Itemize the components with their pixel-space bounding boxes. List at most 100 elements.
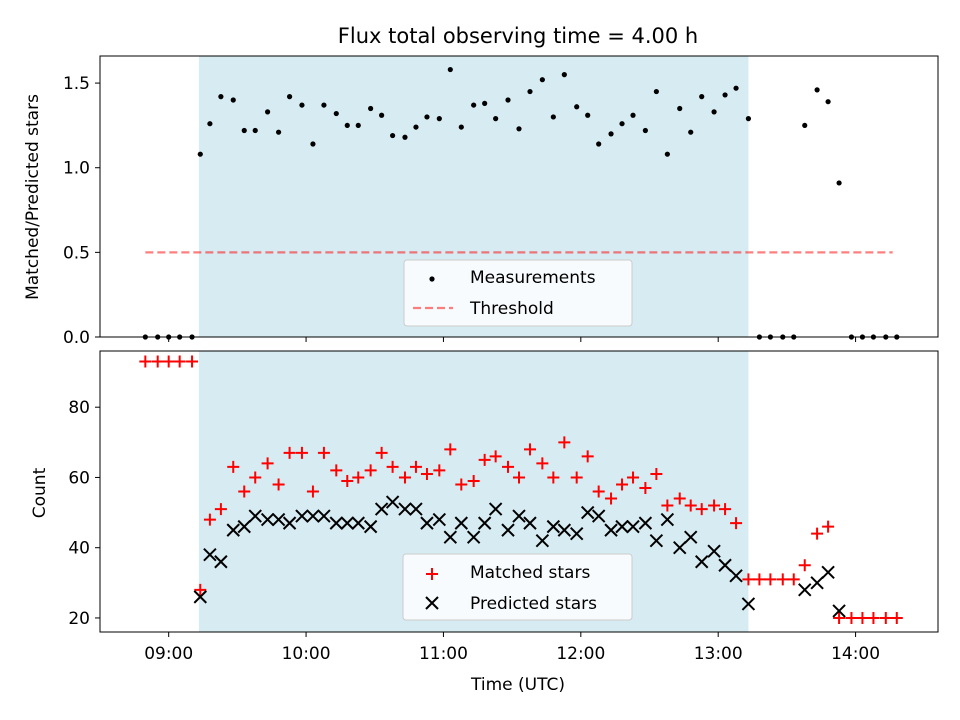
predicted-star-point: [832, 604, 846, 618]
predicted-star-point: [409, 502, 423, 516]
matched-star-point: [708, 499, 721, 512]
measurement-point: [664, 151, 670, 157]
measurement-point: [286, 94, 293, 100]
measurement-point: [574, 104, 580, 110]
predicted-star-point: [512, 509, 526, 523]
matched-star-point: [787, 573, 800, 586]
matched-star-point: [420, 467, 433, 480]
predicted-star-point: [282, 516, 297, 530]
matched-star-point: [605, 492, 618, 505]
predicted-star-point: [432, 512, 447, 527]
predicted-star-point: [363, 519, 378, 534]
measurements-points: [142, 66, 900, 340]
predicted-star-point: [374, 502, 389, 516]
predicted-star-point: [351, 516, 365, 530]
measurement-point: [596, 141, 602, 147]
predicted-star-point: [604, 523, 618, 537]
matched-star-point: [341, 474, 354, 487]
predicted-star-point: [477, 516, 492, 530]
measurement-point: [677, 105, 683, 112]
predicted-star-point: [615, 519, 629, 534]
y-tick-label: 1.5: [63, 74, 90, 94]
measurement-point: [699, 94, 705, 100]
matched-star-point: [867, 611, 880, 624]
matched-star-point: [661, 499, 674, 512]
matched-star-point: [467, 474, 480, 487]
matched-star-point: [798, 559, 811, 572]
measurement-point: [321, 102, 327, 108]
matched-star-point: [330, 464, 343, 477]
predicted-star-point: [466, 530, 481, 544]
matched-star-point: [581, 450, 594, 463]
predicted-star-point: [649, 533, 664, 548]
top-legend: Measurements Threshold: [403, 259, 633, 327]
measurement-point: [275, 129, 282, 135]
predicted-star-point: [718, 558, 732, 572]
top-panel: Flux total observing time = 4.00 h 0.00.…: [23, 24, 939, 348]
measurement-point: [516, 126, 522, 132]
predicted-star-point: [660, 512, 675, 527]
measurement-point: [447, 66, 453, 73]
legend-matched-label: Matched stars: [470, 563, 590, 583]
legend-matched-marker: [426, 568, 438, 580]
measurement-point: [733, 85, 739, 91]
matched-star-point: [673, 492, 686, 505]
matched-star-point: [684, 499, 697, 512]
measurement-point: [379, 112, 385, 118]
predicted-star-point: [501, 523, 515, 537]
top-y-axis-ticks: 0.0 0.5 1.0 1.5: [63, 74, 100, 348]
predicted-star-point: [695, 555, 709, 569]
y-tick-label: 80: [68, 398, 90, 418]
measurement-point: [471, 102, 477, 108]
matched-star-point: [186, 355, 199, 368]
matched-star-point: [433, 464, 446, 477]
matched-star-point: [306, 485, 319, 498]
predicted-star-point: [237, 519, 251, 534]
matched-star-point: [833, 611, 846, 624]
legend-predicted-label: Predicted stars: [470, 594, 597, 614]
x-tick-label: 09:00: [144, 644, 193, 664]
legend-threshold-label: Threshold: [469, 299, 554, 319]
matched-star-point: [214, 503, 227, 516]
matched-star-point: [650, 467, 663, 480]
measurement-point: [585, 112, 591, 118]
matched-star-point: [890, 611, 903, 624]
top-y-axis-label: Matched/Predicted stars: [23, 94, 43, 300]
bottom-axes-frame: [99, 350, 939, 633]
chart-title: Flux total observing time = 4.00 h: [338, 24, 698, 48]
predicted-star-point: [684, 530, 698, 544]
predicted-star-point: [193, 590, 207, 604]
x-tick-label: 14:00: [831, 644, 880, 664]
bottom-x-axis-ticks: 09:00 10:00 11:00 12:00 13:00 14:00: [144, 632, 880, 664]
predicted-star-point: [557, 523, 572, 537]
measurement-point: [482, 100, 488, 106]
measurement-point: [688, 129, 694, 135]
predicted-star-point: [248, 509, 262, 523]
predicted-star-point: [523, 516, 537, 530]
matched-star-point: [719, 503, 732, 516]
predicted-star-point: [454, 516, 469, 530]
x-tick-label: 13:00: [694, 644, 743, 664]
measurement-point: [310, 141, 316, 147]
predicted-star-point: [591, 509, 606, 523]
x-tick-label: 11:00: [419, 644, 468, 664]
matched-star-point: [455, 478, 468, 491]
measurement-point: [265, 109, 271, 115]
bottom-y-axis-ticks: 20 40 60 80: [68, 398, 100, 629]
matched-star-point: [570, 471, 583, 484]
predicted-star-point: [535, 533, 550, 548]
predicted-star-point: [306, 509, 320, 523]
matched-star-point: [295, 446, 308, 459]
matched-star-point: [261, 457, 274, 470]
measurement-point: [436, 116, 442, 122]
predicted-star-point: [673, 540, 687, 555]
measurement-point: [814, 87, 820, 93]
predicted-star-point: [214, 555, 228, 569]
matched-star-point: [398, 471, 411, 484]
measurement-point: [252, 127, 258, 134]
matched-star-point: [283, 446, 296, 459]
predicted-star-point: [638, 516, 653, 530]
measurement-point: [368, 105, 374, 112]
predicted-stars-points: [193, 495, 846, 618]
